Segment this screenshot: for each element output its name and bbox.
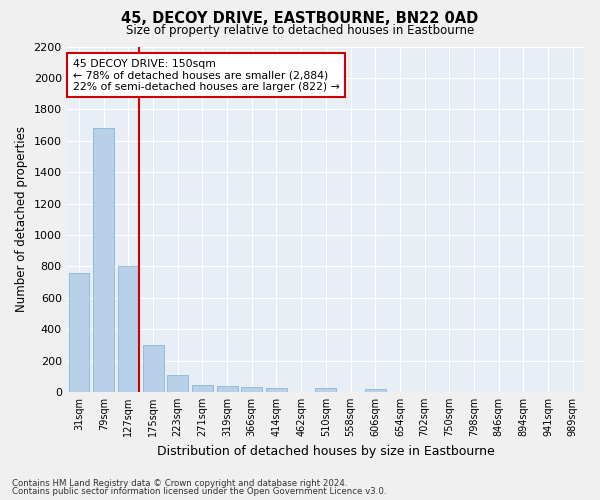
Bar bbox=[266, 388, 287, 392]
Text: Contains HM Land Registry data © Crown copyright and database right 2024.: Contains HM Land Registry data © Crown c… bbox=[12, 478, 347, 488]
Bar bbox=[118, 266, 139, 392]
Bar bbox=[316, 388, 337, 392]
Bar bbox=[167, 374, 188, 392]
Bar bbox=[192, 385, 213, 392]
X-axis label: Distribution of detached houses by size in Eastbourne: Distribution of detached houses by size … bbox=[157, 444, 495, 458]
Bar bbox=[241, 387, 262, 392]
Bar bbox=[93, 128, 114, 392]
Bar bbox=[217, 386, 238, 392]
Text: Contains public sector information licensed under the Open Government Licence v3: Contains public sector information licen… bbox=[12, 487, 386, 496]
Bar bbox=[68, 272, 89, 392]
Y-axis label: Number of detached properties: Number of detached properties bbox=[15, 126, 28, 312]
Bar bbox=[143, 345, 164, 392]
Bar bbox=[365, 389, 386, 392]
Text: 45 DECOY DRIVE: 150sqm
← 78% of detached houses are smaller (2,884)
22% of semi-: 45 DECOY DRIVE: 150sqm ← 78% of detached… bbox=[73, 58, 340, 92]
Text: 45, DECOY DRIVE, EASTBOURNE, BN22 0AD: 45, DECOY DRIVE, EASTBOURNE, BN22 0AD bbox=[121, 11, 479, 26]
Text: Size of property relative to detached houses in Eastbourne: Size of property relative to detached ho… bbox=[126, 24, 474, 37]
